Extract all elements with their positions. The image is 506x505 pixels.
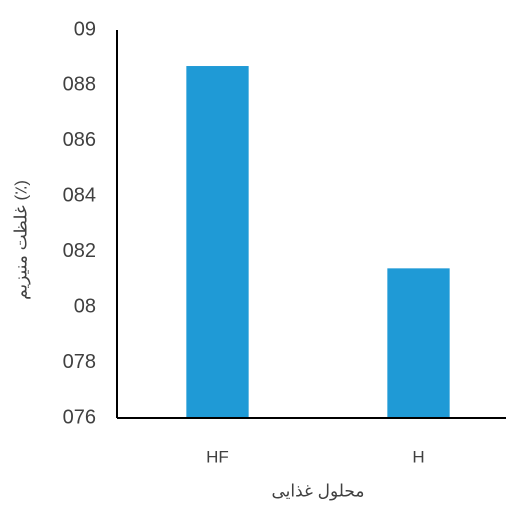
y-tick-label: 084 [63,185,96,207]
bar [387,268,450,418]
y-tick-label: 078 [63,351,96,373]
x-tick-label: HF [206,447,229,466]
y-tick-label: 086 [63,129,96,151]
y-tick-label: 088 [63,74,96,96]
y-tick-label: 082 [63,240,96,262]
y-axis-title: غلظت منیزیم (٪) [11,180,31,300]
x-axis-title: محلول غذایی [271,481,364,500]
x-tick-label: H [412,447,424,466]
y-tick-label: 08 [74,295,96,317]
y-tick-label: 09 [74,18,96,40]
bar [186,66,249,419]
y-tick-label: 076 [63,406,96,428]
